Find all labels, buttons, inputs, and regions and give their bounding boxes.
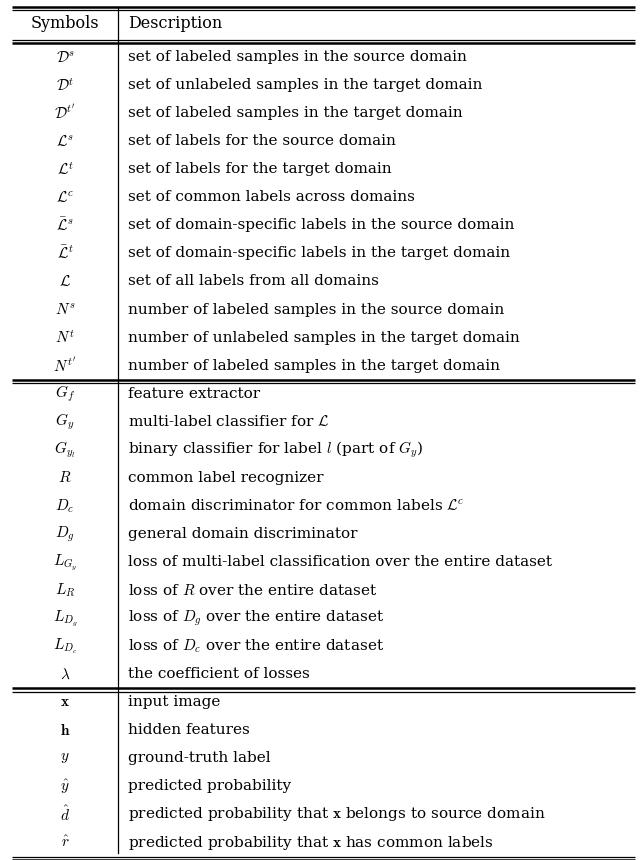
Text: set of labeled samples in the source domain: set of labeled samples in the source dom… xyxy=(128,50,467,64)
Text: $G_y$: $G_y$ xyxy=(55,411,75,432)
Text: $L_{D_g}$: $L_{D_g}$ xyxy=(52,608,77,628)
Text: $\bar{\mathcal{L}}^t$: $\bar{\mathcal{L}}^t$ xyxy=(56,245,74,262)
Text: $\hat{y}$: $\hat{y}$ xyxy=(60,777,70,796)
Text: $\mathcal{L}^s$: $\mathcal{L}^s$ xyxy=(56,133,74,149)
Text: $\hat{r}$: $\hat{r}$ xyxy=(61,835,69,851)
Text: feature extractor: feature extractor xyxy=(128,387,260,401)
Text: set of common labels across domains: set of common labels across domains xyxy=(128,190,415,205)
Text: set of labels for the source domain: set of labels for the source domain xyxy=(128,134,396,148)
Text: general domain discriminator: general domain discriminator xyxy=(128,527,358,541)
Text: binary classifier for label $l$ (part of $G_y$): binary classifier for label $l$ (part of… xyxy=(128,439,424,460)
Text: predicted probability: predicted probability xyxy=(128,779,291,794)
Text: $R$: $R$ xyxy=(58,470,72,485)
Text: the coefficient of losses: the coefficient of losses xyxy=(128,667,310,681)
Text: loss of $R$ over the entire dataset: loss of $R$ over the entire dataset xyxy=(128,582,378,598)
Text: predicted probability that $\mathbf{x}$ has common labels: predicted probability that $\mathbf{x}$ … xyxy=(128,833,493,851)
Text: $D_g$: $D_g$ xyxy=(55,525,75,544)
Text: predicted probability that $\mathbf{x}$ belongs to source domain: predicted probability that $\mathbf{x}$ … xyxy=(128,806,546,824)
Text: ground-truth label: ground-truth label xyxy=(128,752,271,765)
Text: $\mathcal{L}$: $\mathcal{L}$ xyxy=(59,274,71,289)
Text: $\lambda$: $\lambda$ xyxy=(60,667,70,681)
Text: $\mathbf{h}$: $\mathbf{h}$ xyxy=(60,722,70,738)
Text: loss of multi-label classification over the entire dataset: loss of multi-label classification over … xyxy=(128,555,552,569)
Text: set of labeled samples in the target domain: set of labeled samples in the target dom… xyxy=(128,106,463,120)
Text: $\mathcal{L}^c$: $\mathcal{L}^c$ xyxy=(56,190,74,205)
Text: number of labeled samples in the source domain: number of labeled samples in the source … xyxy=(128,303,504,316)
Text: $L_{G_y}$: $L_{G_y}$ xyxy=(52,552,77,572)
Text: $\mathcal{L}^t$: $\mathcal{L}^t$ xyxy=(56,161,74,178)
Text: domain discriminator for common labels $\mathcal{L}^c$: domain discriminator for common labels $… xyxy=(128,499,465,513)
Text: hidden features: hidden features xyxy=(128,723,250,737)
Text: $\mathcal{D}^{t'}$: $\mathcal{D}^{t'}$ xyxy=(54,104,76,122)
Text: $G_f$: $G_f$ xyxy=(55,384,75,404)
Text: $N^{t'}$: $N^{t'}$ xyxy=(53,356,77,375)
Text: $\hat{d}$: $\hat{d}$ xyxy=(60,805,70,824)
Text: loss of $D_c$ over the entire dataset: loss of $D_c$ over the entire dataset xyxy=(128,637,384,655)
Text: $N^t$: $N^t$ xyxy=(55,329,75,346)
Text: common label recognizer: common label recognizer xyxy=(128,470,323,485)
Text: $N^s$: $N^s$ xyxy=(54,302,76,317)
Text: set of domain-specific labels in the target domain: set of domain-specific labels in the tar… xyxy=(128,247,510,261)
Text: set of domain-specific labels in the source domain: set of domain-specific labels in the sou… xyxy=(128,218,515,232)
Text: $\mathcal{D}^t$: $\mathcal{D}^t$ xyxy=(56,77,74,94)
Text: $\bar{\mathcal{L}}^s$: $\bar{\mathcal{L}}^s$ xyxy=(56,217,74,234)
Text: $L_R$: $L_R$ xyxy=(55,581,75,599)
Text: Description: Description xyxy=(128,15,222,32)
Text: $\mathcal{D}^s$: $\mathcal{D}^s$ xyxy=(56,50,74,64)
Text: multi-label classifier for $\mathcal{L}$: multi-label classifier for $\mathcal{L}$ xyxy=(128,415,330,429)
Text: loss of $D_g$ over the entire dataset: loss of $D_g$ over the entire dataset xyxy=(128,608,385,628)
Text: $\mathbf{x}$: $\mathbf{x}$ xyxy=(60,695,70,709)
Text: $G_{y_l}$: $G_{y_l}$ xyxy=(54,439,76,460)
Text: input image: input image xyxy=(128,695,220,709)
Text: set of labels for the target domain: set of labels for the target domain xyxy=(128,163,392,176)
Text: $D_c$: $D_c$ xyxy=(56,497,74,514)
Text: $L_{D_c}$: $L_{D_c}$ xyxy=(52,636,77,656)
Text: Symbols: Symbols xyxy=(31,15,99,32)
Text: $y$: $y$ xyxy=(60,752,70,765)
Text: number of unlabeled samples in the target domain: number of unlabeled samples in the targe… xyxy=(128,330,520,345)
Text: number of labeled samples in the target domain: number of labeled samples in the target … xyxy=(128,359,500,372)
Text: set of unlabeled samples in the target domain: set of unlabeled samples in the target d… xyxy=(128,78,483,92)
Text: set of all labels from all domains: set of all labels from all domains xyxy=(128,274,379,288)
